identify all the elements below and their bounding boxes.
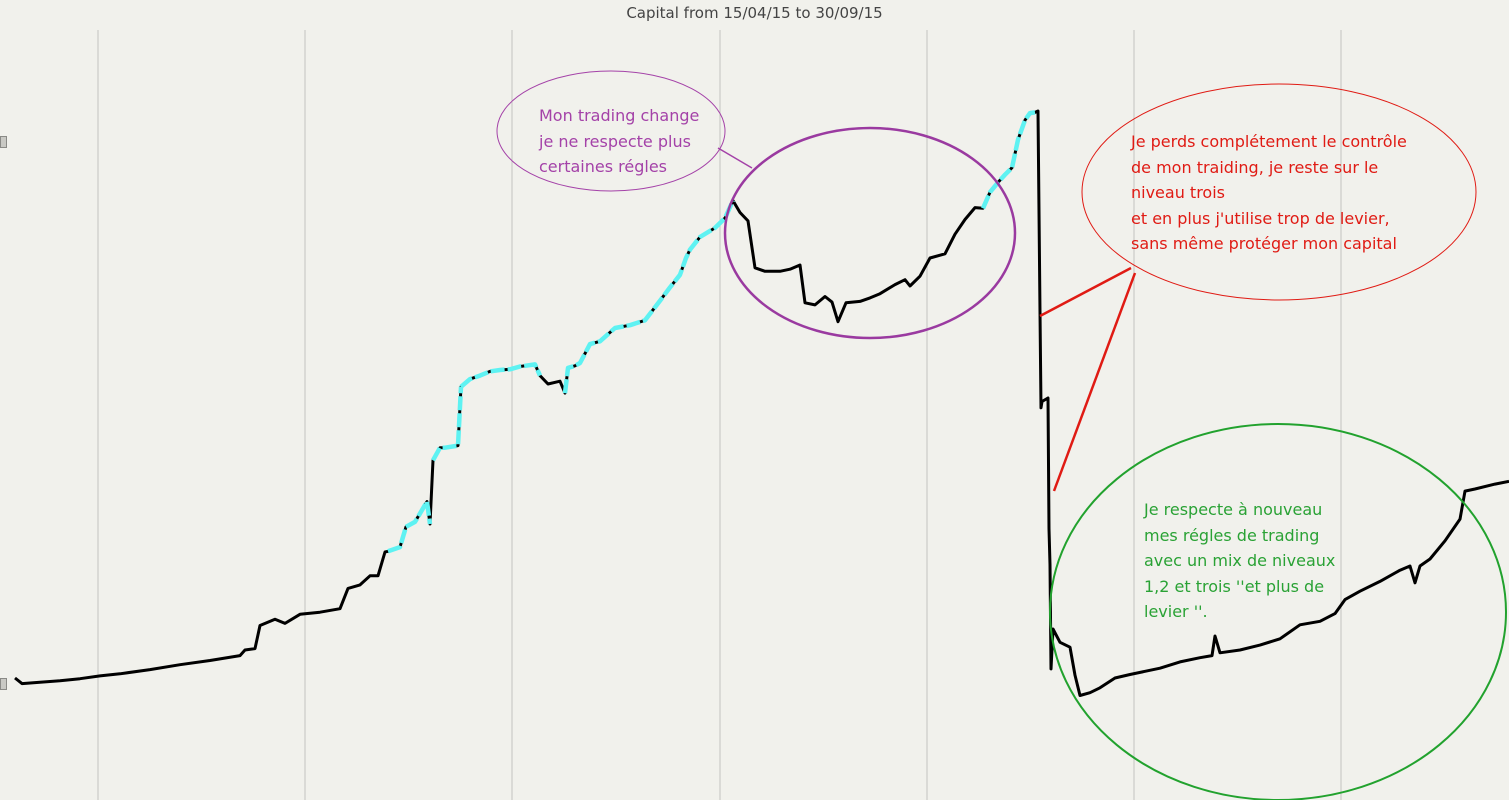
highlight-segment-4: [459, 362, 543, 389]
highlight-segment-2: [404, 499, 433, 529]
annotation-text-green: Je respecte à nouveau mes régles de trad…: [1144, 500, 1336, 621]
axis-marker-upper: [0, 136, 7, 148]
series-capital: [14, 109, 1509, 697]
annotation-ellipse-purple: [496, 70, 726, 192]
annotation-connector-purple: [717, 147, 753, 169]
highlight-segments: [387, 110, 1036, 554]
highlight-segment-6: [980, 110, 1036, 210]
annotation-ellipse-purple-region: [723, 126, 1017, 340]
annotation-connector-red-2: [1052, 272, 1137, 492]
highlight-segment-1: [387, 526, 409, 554]
axis-marker-lower: [0, 678, 7, 690]
annotation-ellipse-red: [1081, 83, 1477, 301]
grid-lines: [97, 30, 1342, 800]
annotation-ellipse-green: [1049, 423, 1507, 800]
highlight-segment-5: [562, 199, 736, 394]
annotation-text-red: Je perds complétement le contrôle de mon…: [1131, 132, 1407, 253]
annotation-text-purple: Mon trading change je ne respecte plus c…: [539, 106, 700, 176]
chart-title: Capital from 15/04/15 to 30/09/15: [626, 4, 883, 22]
highlight-segment-3: [431, 386, 464, 462]
capital-line: [14, 109, 1509, 697]
annotation-connector-red-1: [1039, 266, 1132, 318]
